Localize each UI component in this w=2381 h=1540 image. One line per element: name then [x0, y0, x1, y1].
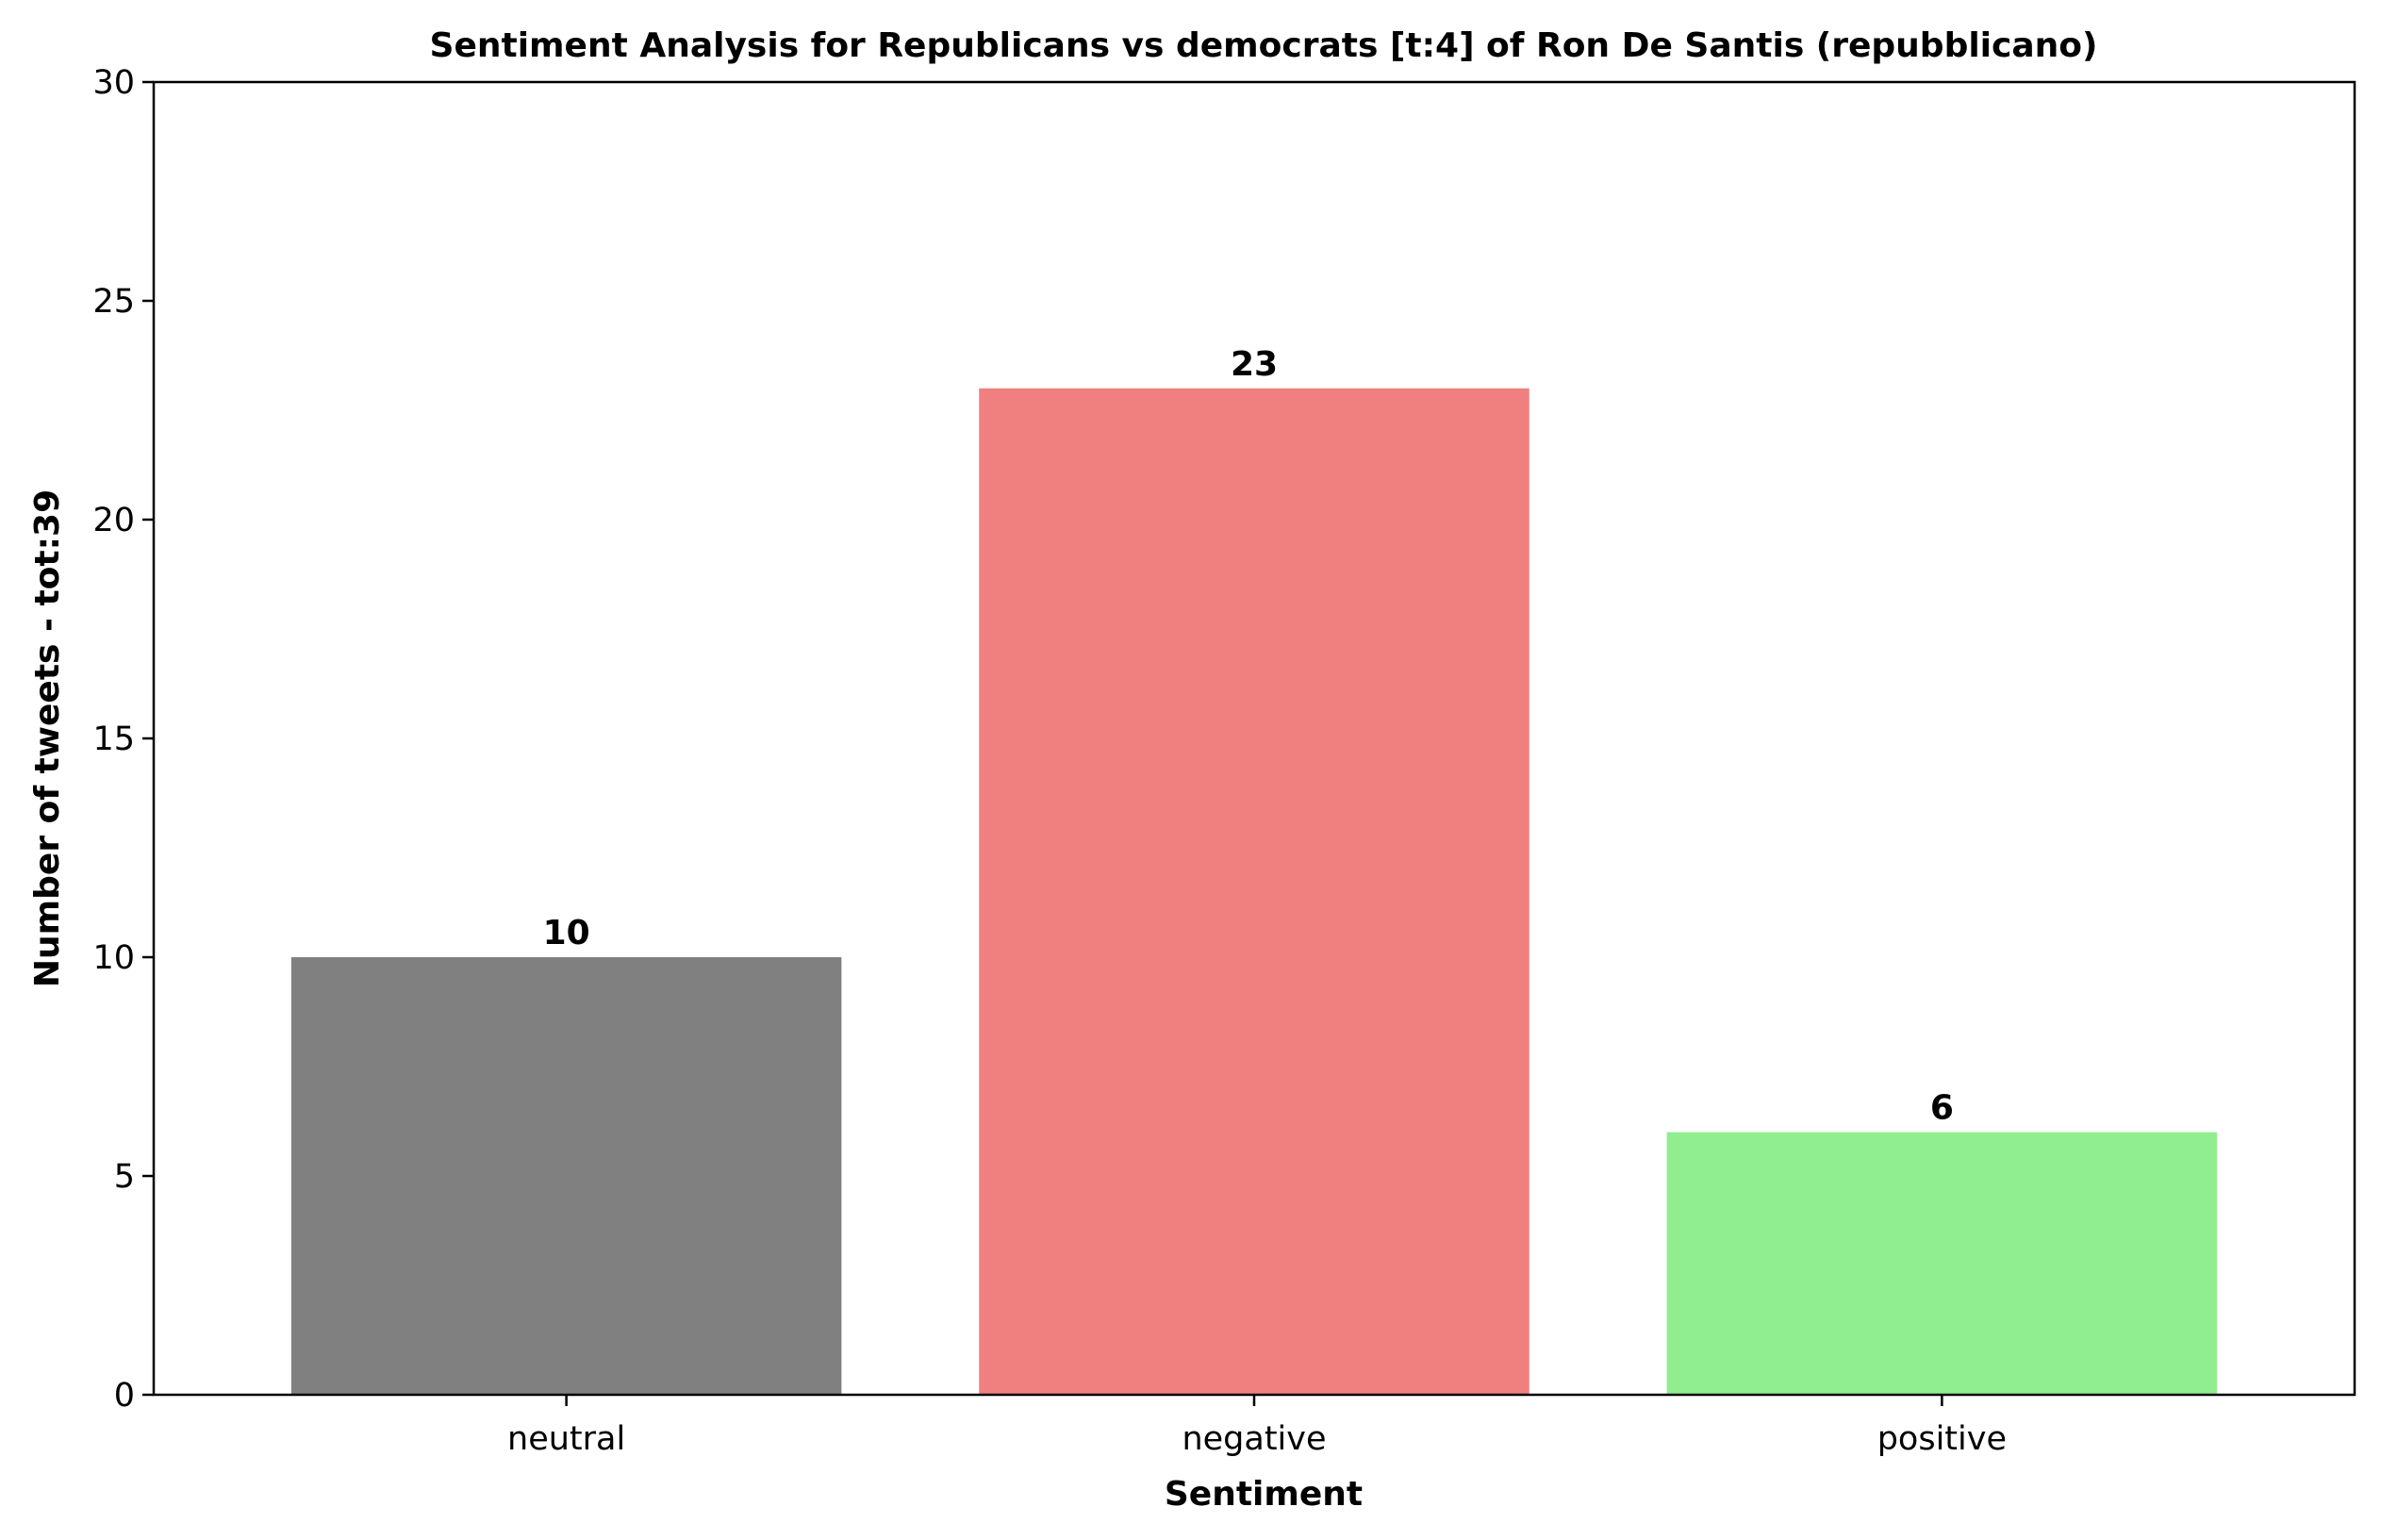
x-axis-label: Sentiment — [1165, 1475, 1363, 1514]
bar-neutral — [290, 957, 842, 1395]
chart-title: Sentiment Analysis for Republicans vs de… — [430, 26, 2098, 65]
x-tick-label-negative: negative — [1182, 1420, 1326, 1458]
x-tick-label-positive: positive — [1877, 1420, 2007, 1458]
y-tick-label: 25 — [92, 283, 135, 321]
value-label-neutral: 10 — [543, 914, 590, 952]
value-label-positive: 6 — [1930, 1089, 1954, 1128]
bars-group — [290, 388, 2218, 1395]
y-axis-ticks: 0 5 10 15 20 25 30 — [92, 64, 154, 1415]
y-axis-label: Number of tweets - tot:39 — [28, 489, 67, 987]
x-axis-ticks: neutral negative positive — [507, 1395, 2007, 1458]
bar-positive — [1666, 1132, 2218, 1395]
y-tick-label: 15 — [92, 720, 135, 758]
bar-negative — [979, 388, 1529, 1395]
value-labels-group: 10 23 6 — [543, 345, 1954, 1128]
y-tick-label: 30 — [92, 64, 135, 102]
y-tick-label: 0 — [114, 1377, 135, 1415]
x-tick-label-neutral: neutral — [507, 1420, 625, 1458]
y-tick-label: 5 — [114, 1158, 135, 1196]
plot-frame — [152, 80, 2356, 1397]
value-label-negative: 23 — [1231, 345, 1278, 384]
y-tick-label: 20 — [92, 502, 135, 539]
y-tick-label: 10 — [92, 939, 135, 977]
